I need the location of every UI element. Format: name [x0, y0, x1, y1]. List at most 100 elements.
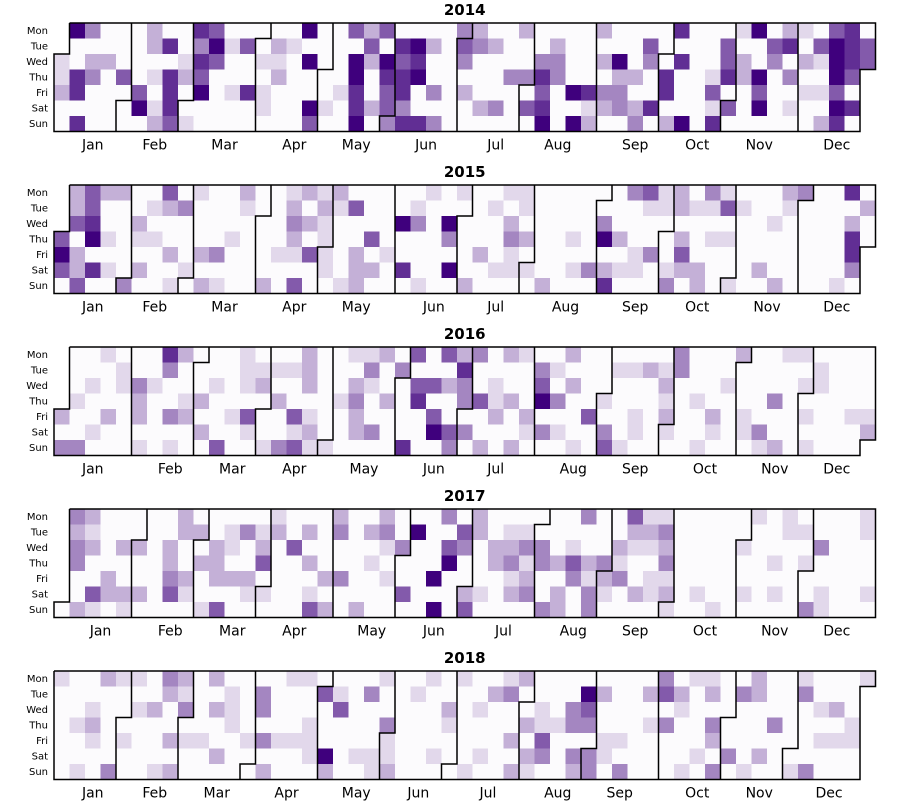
day-cell — [643, 702, 659, 718]
day-cell — [209, 216, 225, 232]
month-label-feb: Feb — [158, 624, 183, 640]
day-cell — [627, 200, 644, 217]
day-cell — [162, 702, 179, 718]
day-cell — [193, 100, 210, 117]
day-cell — [302, 686, 318, 703]
day-cell — [860, 586, 876, 603]
day-cell — [689, 671, 706, 687]
day-cell — [519, 764, 535, 780]
day-cell — [131, 509, 148, 525]
day-cell — [162, 231, 179, 248]
day-cell — [240, 185, 256, 201]
day-cell — [131, 247, 148, 263]
day-cell — [333, 347, 349, 363]
day-cell — [162, 247, 179, 263]
day-cell — [565, 571, 582, 587]
day-cell — [116, 200, 132, 217]
month-label-apr: Apr — [274, 786, 298, 802]
day-cell — [131, 586, 148, 603]
day-cell — [705, 54, 721, 70]
day-cell — [534, 409, 551, 425]
day-cell — [255, 555, 272, 572]
day-cell — [193, 424, 210, 441]
day-cell — [658, 671, 675, 687]
day-cell — [550, 524, 566, 541]
day-cell — [379, 686, 396, 703]
day-cell — [85, 247, 101, 263]
day-cell — [147, 200, 163, 217]
day-cell — [534, 733, 551, 749]
day-cell — [472, 686, 489, 703]
day-cell — [596, 185, 613, 201]
day-cell — [286, 200, 303, 217]
day-cell — [472, 748, 489, 765]
day-cell — [410, 378, 427, 394]
day-cell — [426, 671, 442, 687]
day-cell — [565, 216, 582, 232]
day-cell — [813, 686, 830, 703]
day-cell — [348, 262, 365, 279]
day-cell — [333, 362, 349, 379]
day-cell — [395, 717, 411, 734]
day-cell — [565, 748, 582, 765]
day-cell — [720, 38, 737, 55]
day-cell — [736, 424, 752, 441]
day-cell — [410, 278, 427, 294]
month-boundary — [456, 185, 474, 294]
day-cell — [565, 185, 582, 201]
day-cell — [162, 347, 179, 363]
month-label-apr: Apr — [282, 624, 306, 640]
day-cell — [271, 362, 287, 379]
day-cell — [736, 393, 752, 410]
month-boundary — [394, 509, 412, 618]
day-cell — [131, 555, 148, 572]
day-cell — [503, 216, 520, 232]
day-cell — [54, 764, 70, 780]
day-cell — [798, 409, 814, 425]
day-cell — [441, 571, 458, 587]
day-cell — [798, 116, 814, 132]
day-cell — [720, 393, 737, 410]
day-cell — [767, 555, 783, 572]
day-cell — [441, 671, 458, 687]
day-cell — [844, 23, 861, 39]
day-cell — [751, 424, 768, 441]
day-cell — [534, 524, 551, 541]
day-cell — [441, 347, 458, 363]
day-cell — [116, 38, 132, 55]
day-cell — [488, 69, 504, 86]
day-cell — [565, 424, 582, 441]
day-cell — [829, 200, 845, 217]
day-cell — [860, 185, 876, 201]
day-cell — [395, 362, 411, 379]
day-cell — [658, 733, 675, 749]
day-cell — [472, 524, 489, 541]
day-cell — [689, 540, 706, 556]
day-cell — [503, 278, 520, 294]
day-cell — [116, 764, 132, 780]
day-cell — [720, 702, 737, 718]
day-cell — [54, 100, 70, 117]
day-cell — [255, 38, 272, 55]
day-cell — [116, 440, 132, 456]
day-cell — [705, 717, 721, 734]
day-cell — [333, 586, 349, 603]
day-cell — [85, 116, 101, 132]
day-cell — [410, 733, 427, 749]
day-cell — [255, 69, 272, 86]
day-label-tue: Tue — [30, 366, 48, 377]
day-cell — [69, 686, 86, 703]
month-label-oct: Oct — [685, 300, 710, 316]
month-label-aug: Aug — [544, 138, 571, 154]
day-cell — [472, 586, 489, 603]
day-cell — [178, 671, 194, 687]
day-cell — [612, 586, 628, 603]
day-cell — [410, 424, 427, 441]
day-cell — [596, 262, 613, 279]
day-cell — [534, 23, 551, 39]
day-cell — [782, 440, 799, 456]
day-cell — [720, 54, 737, 70]
day-cell — [720, 100, 737, 117]
day-cell — [596, 278, 613, 294]
